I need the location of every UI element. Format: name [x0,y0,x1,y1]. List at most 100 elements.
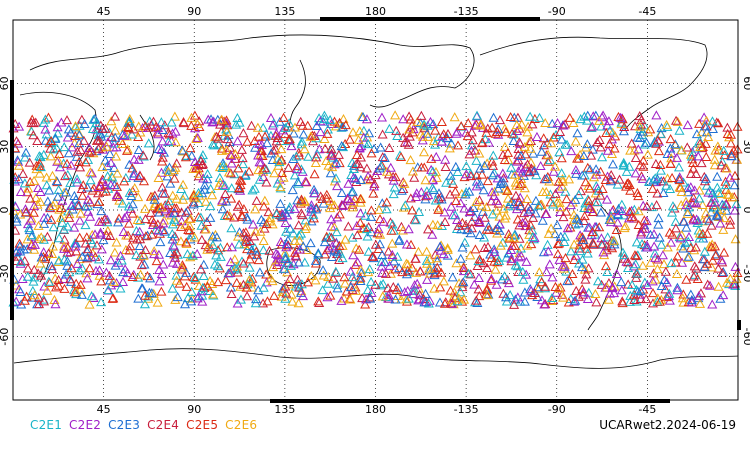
observation-triangle [553,176,564,186]
observation-triangle [320,143,331,153]
observation-triangle [494,255,505,265]
observation-triangle [149,194,160,204]
observation-triangle [608,235,619,245]
observation-triangle [532,282,543,292]
observation-triangle [71,151,82,161]
observation-triangle [321,189,332,199]
observation-triangle [93,143,104,153]
observation-triangle [412,116,423,126]
observation-triangle [364,128,375,138]
observation-triangle [85,175,96,185]
observation-triangle [56,202,67,212]
observation-triangle [666,258,677,268]
observation-triangle [175,221,187,231]
observation-triangle [334,209,345,219]
observation-triangle [422,258,433,268]
observation-triangle [171,193,182,203]
observation-triangle [157,152,168,162]
observation-triangle [522,127,533,137]
observation-triangle [713,263,724,273]
observation-triangle [62,158,73,168]
observation-triangle [466,127,477,137]
observation-triangle [548,132,559,142]
observation-triangle [582,162,593,172]
observation-triangle [226,150,237,160]
observation-triangle [119,213,130,223]
observation-triangle [85,211,96,221]
observation-triangle [397,267,408,277]
observation-triangle [424,295,435,305]
observation-triangle [315,127,326,137]
observation-triangle [167,283,178,293]
observation-triangle [519,141,530,151]
observation-triangle [552,118,563,128]
observation-triangle [618,157,629,167]
observation-triangle [555,282,566,292]
observation-triangle [682,252,693,262]
observation-triangle [719,212,730,223]
observation-triangle [587,237,598,247]
observation-triangle [645,229,656,239]
observation-triangle [672,116,683,126]
observation-triangle [592,137,603,147]
observation-triangle [89,229,101,239]
observation-triangle [327,161,338,172]
observation-triangle [156,144,167,155]
observation-triangle [313,249,324,259]
observation-triangle [539,283,551,293]
observation-triangle [543,228,554,238]
observation-triangle [310,255,321,265]
observation-triangle [25,215,36,225]
observation-triangle [310,275,321,285]
observation-triangle [370,239,381,249]
observation-triangle [368,143,380,153]
observation-triangle [718,267,729,277]
observation-triangle [229,263,240,273]
observation-triangle [721,180,732,190]
observation-triangle [53,255,64,265]
observation-triangle [560,253,571,263]
observation-triangle [329,222,340,232]
observation-triangle [299,144,310,154]
observation-triangle [47,241,58,251]
observation-triangle [348,172,359,182]
observation-triangle [678,297,689,307]
observation-triangle [427,166,438,176]
observation-triangle [702,279,713,289]
observation-triangle [666,147,677,158]
observation-triangle [123,218,134,228]
observation-triangle [67,142,78,152]
observation-triangle [488,150,499,160]
observation-triangle [211,131,222,141]
observation-triangle [138,250,149,260]
observation-triangle [63,148,74,158]
observation-triangle [186,296,197,306]
observation-triangle [658,176,669,186]
observation-triangle [295,116,306,126]
observation-triangle [77,263,88,273]
observation-triangle [323,278,334,288]
observation-triangle [14,241,25,251]
observation-triangle [501,292,512,302]
observation-triangle [501,296,512,306]
observation-triangle [365,293,376,303]
observation-triangle [570,295,581,305]
observation-triangle [471,170,482,180]
observation-triangle [62,256,73,266]
observation-triangle [590,188,601,198]
observation-triangle [563,174,575,184]
observation-triangle [452,140,464,150]
top-lon-tick-label: 45 [97,5,111,18]
observation-triangle [717,156,728,166]
observation-triangle [573,258,585,268]
observation-triangle [94,270,105,280]
observation-triangle [670,257,681,267]
observation-triangle [619,250,630,260]
observation-triangle [47,264,58,274]
observation-triangle [419,297,430,307]
observation-triangle [258,282,269,292]
observation-triangle [386,225,397,235]
observation-triangle [383,246,394,256]
observation-triangle [463,117,474,128]
observation-triangle [149,246,160,256]
